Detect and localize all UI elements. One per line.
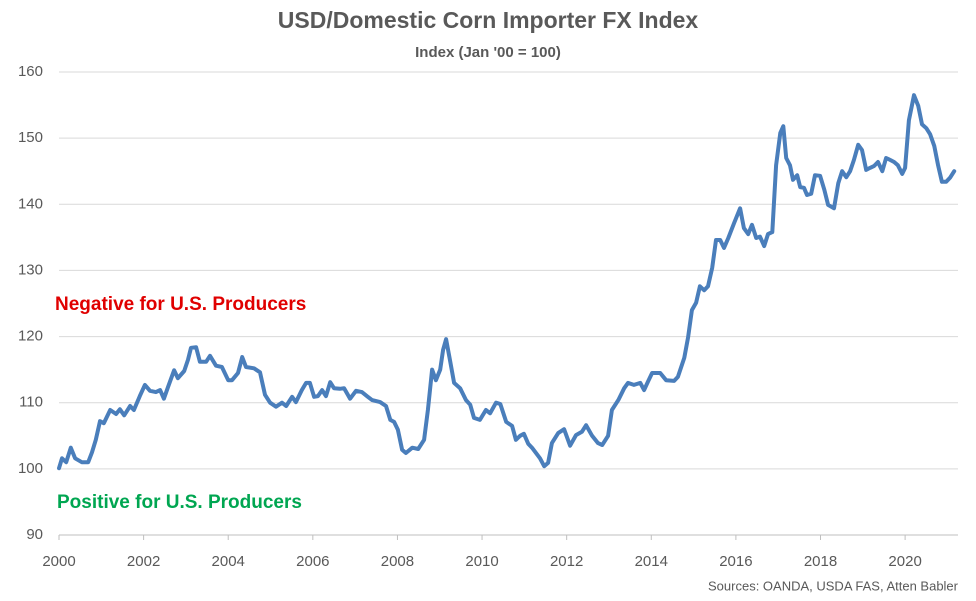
x-tick-label: 2006	[296, 553, 329, 570]
y-tick-label: 160	[18, 63, 43, 80]
y-tick-label: 100	[18, 460, 43, 477]
x-tick-label: 2008	[381, 553, 414, 570]
chart-subtitle: Index (Jan '00 = 100)	[415, 44, 561, 61]
data-line	[57, 93, 957, 471]
x-tick-label: 2010	[465, 553, 498, 570]
y-tick-label: 140	[18, 195, 43, 212]
source-note: Sources: OANDA, USDA FAS, Atten Babler	[708, 578, 959, 593]
y-tick-label: 150	[18, 129, 43, 146]
chart-title: USD/Domestic Corn Importer FX Index	[278, 7, 699, 33]
y-tick-label: 110	[19, 394, 43, 411]
x-tick-label: 2000	[42, 553, 75, 570]
x-tick-label: 2012	[550, 553, 583, 570]
x-tick-label: 2016	[719, 553, 752, 570]
y-tick-label: 90	[26, 526, 43, 543]
annotation: Negative for U.S. Producers	[55, 294, 306, 315]
annotation: Positive for U.S. Producers	[57, 492, 302, 513]
x-tick-label: 2018	[804, 553, 837, 570]
x-tick-label: 2004	[212, 553, 245, 570]
y-tick-label: 120	[18, 328, 43, 345]
x-tick-label: 2020	[888, 553, 921, 570]
y-tick-label: 130	[18, 261, 43, 278]
x-tick-label: 2002	[127, 553, 160, 570]
x-tick-label: 2014	[635, 553, 668, 570]
